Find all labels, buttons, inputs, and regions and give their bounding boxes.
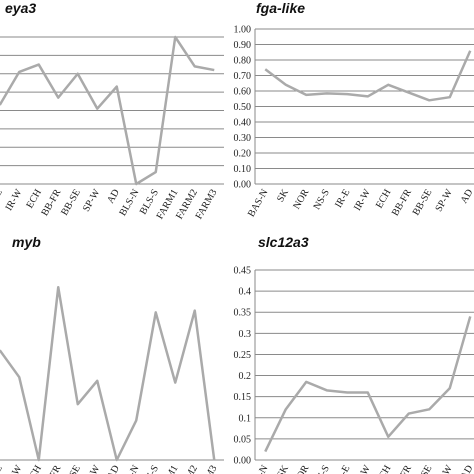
- x-tick-label: BB-SE: [411, 464, 435, 474]
- data-line: [0, 285, 216, 462]
- chart-title: myb: [12, 234, 41, 250]
- y-tick-label: 0.15: [234, 392, 252, 403]
- y-tick-label: 0.25: [234, 350, 252, 361]
- y-tick-label: 0.80: [234, 56, 252, 67]
- x-tick-label: IR-E: [333, 188, 352, 210]
- x-tick-label: SP-W: [81, 463, 103, 474]
- x-tick-label: IR-W: [352, 463, 373, 474]
- x-tick-label: AD: [105, 188, 122, 206]
- data-line: [264, 316, 472, 453]
- y-tick-label: 0.70: [234, 71, 252, 82]
- x-tick-label: IR-W: [4, 463, 25, 474]
- chart-title: eya3: [5, 0, 36, 16]
- x-tick-label: SK: [275, 463, 291, 474]
- chart-title: slc12a3: [258, 234, 309, 250]
- y-tick-label: 0.10: [234, 164, 252, 175]
- x-tick-label: SK: [275, 187, 291, 204]
- y-tick-label: 0.50: [234, 102, 252, 113]
- x-tick-label: ECH: [374, 188, 394, 211]
- x-tick-label: FARM3: [194, 464, 220, 474]
- x-tick-label: AD: [459, 464, 474, 474]
- y-tick-label: 0.30: [234, 133, 252, 144]
- x-tick-label: BAS-N: [246, 464, 271, 474]
- x-tick-label: AD: [459, 188, 474, 206]
- y-tick-label: 0.3: [239, 329, 252, 340]
- y-tick-label: 0.00: [234, 456, 252, 467]
- y-tick-label: 0.90: [234, 40, 252, 51]
- y-tick-label: 0.40: [234, 118, 252, 129]
- x-tick-label: BB-FR: [390, 463, 414, 474]
- chart-title: fga-like: [256, 0, 305, 16]
- x-tick-label: NOR: [291, 463, 311, 474]
- x-tick-label: ECH: [24, 464, 44, 474]
- x-tick-label: BB-SE: [59, 188, 83, 218]
- x-tick-label: IR-E: [333, 464, 352, 474]
- data-line: [0, 35, 215, 186]
- y-tick-label: 0.35: [234, 308, 252, 319]
- y-tick-label: 0.4: [239, 287, 252, 298]
- x-tick-label: BLS-N: [117, 188, 141, 219]
- x-tick-label: BLS-N: [117, 464, 141, 474]
- x-tick-label: IR-W: [352, 187, 373, 213]
- y-tick-label: 0.00: [234, 180, 252, 191]
- x-tick-label: NS-S: [312, 464, 332, 474]
- x-tick-label: BB-FR: [39, 463, 63, 474]
- x-tick-label: ECH: [374, 464, 394, 474]
- x-tick-label: FARM1: [155, 464, 181, 474]
- y-tick-label: 0.45: [234, 266, 252, 277]
- x-tick-label: NS-S: [312, 188, 332, 212]
- x-tick-label: AD: [105, 464, 122, 474]
- x-tick-label: FARM2: [174, 464, 200, 474]
- x-tick-label: BB-SE: [411, 188, 435, 218]
- y-tick-label: 0.2: [239, 371, 252, 382]
- y-tick-label: 0.1: [239, 413, 252, 424]
- x-tick-label: SP-W: [81, 187, 103, 214]
- y-tick-label: 0.05: [234, 434, 252, 445]
- x-tick-label: NOR: [291, 187, 311, 211]
- x-tick-label: SP-W: [433, 187, 455, 214]
- y-tick-label: 0.60: [234, 87, 252, 98]
- x-tick-label: BB-SE: [59, 464, 83, 474]
- x-tick-label: ECH: [24, 188, 44, 211]
- x-tick-label: BLS-S: [138, 464, 161, 474]
- data-line: [264, 50, 472, 102]
- y-tick-label: 1.00: [234, 25, 252, 36]
- x-tick-label: BB-FR: [390, 187, 414, 218]
- x-tick-label: SP-W: [433, 463, 455, 474]
- x-tick-label: IR-W: [4, 187, 25, 213]
- y-tick-label: 0.20: [234, 149, 252, 160]
- x-tick-label: BAS-N: [246, 188, 271, 219]
- x-tick-label: IR-E: [0, 464, 5, 474]
